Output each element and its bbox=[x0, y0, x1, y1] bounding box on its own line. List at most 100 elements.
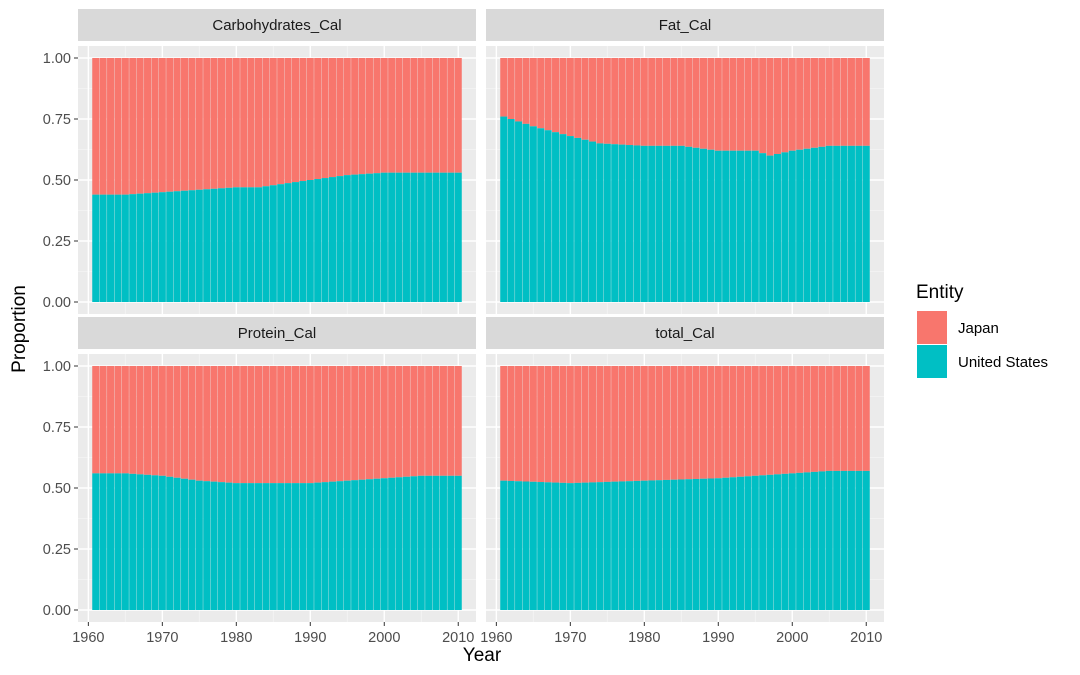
bar-japan bbox=[803, 366, 811, 473]
bar-japan bbox=[766, 58, 774, 156]
bar-japan bbox=[855, 366, 863, 471]
y-tick-label: 0.00 bbox=[43, 603, 71, 619]
bar-united-states bbox=[284, 183, 292, 302]
bar-japan bbox=[744, 366, 752, 477]
bar-united-states bbox=[855, 470, 863, 610]
bar-japan bbox=[603, 366, 611, 482]
bar-japan bbox=[773, 58, 781, 154]
bar-united-states bbox=[581, 139, 589, 302]
bar-united-states bbox=[566, 136, 574, 302]
bar-japan bbox=[107, 58, 115, 195]
bar-united-states bbox=[314, 482, 322, 610]
bar-japan bbox=[232, 58, 240, 188]
bar-japan bbox=[751, 366, 759, 476]
bar-japan bbox=[240, 366, 248, 484]
x-tick-label: 2010 bbox=[442, 630, 474, 646]
bar-united-states bbox=[144, 474, 152, 610]
bar-united-states bbox=[729, 477, 737, 610]
bar-united-states bbox=[529, 481, 537, 610]
bar-japan bbox=[662, 58, 671, 146]
bar-united-states bbox=[677, 479, 685, 610]
bar-japan bbox=[566, 366, 574, 484]
bar-japan bbox=[736, 58, 744, 151]
bar-japan bbox=[833, 366, 841, 471]
bar-japan bbox=[365, 366, 373, 480]
bar-united-states bbox=[158, 475, 166, 610]
bar-united-states bbox=[840, 145, 848, 302]
bar-japan bbox=[144, 366, 152, 475]
bar-japan bbox=[92, 366, 100, 474]
bar-japan bbox=[351, 366, 359, 481]
bar-japan bbox=[343, 366, 351, 481]
bar-japan bbox=[581, 58, 589, 140]
bar-japan bbox=[722, 58, 730, 151]
bar-japan bbox=[507, 58, 515, 119]
bar-united-states bbox=[552, 132, 560, 302]
bar-united-states bbox=[655, 480, 663, 610]
bar-japan bbox=[284, 58, 292, 184]
bar-united-states bbox=[129, 473, 137, 610]
bar-united-states bbox=[722, 150, 730, 302]
bar-united-states bbox=[114, 194, 122, 302]
bar-united-states bbox=[402, 172, 410, 302]
bar-japan bbox=[277, 58, 285, 185]
bar-united-states bbox=[195, 480, 203, 610]
bar-japan bbox=[410, 58, 418, 173]
bar-united-states bbox=[454, 475, 462, 610]
bar-united-states bbox=[574, 482, 582, 610]
bar-japan bbox=[781, 58, 789, 153]
y-tick-label: 0.75 bbox=[43, 112, 71, 128]
bar-united-states bbox=[351, 174, 359, 302]
bar-japan bbox=[751, 58, 759, 151]
bar-japan bbox=[321, 366, 329, 483]
bar-united-states bbox=[685, 479, 693, 610]
bar-japan bbox=[655, 366, 663, 481]
bar-united-states bbox=[188, 479, 196, 610]
bar-united-states bbox=[685, 146, 693, 302]
bar-united-states bbox=[537, 482, 545, 610]
bar-united-states bbox=[454, 172, 462, 302]
bar-japan bbox=[626, 366, 634, 482]
bar-japan bbox=[306, 366, 314, 484]
bar-japan bbox=[328, 58, 336, 178]
bar-united-states bbox=[166, 476, 174, 610]
bar-united-states bbox=[662, 145, 671, 302]
legend-swatch-japan bbox=[917, 311, 947, 344]
bar-united-states bbox=[365, 173, 373, 302]
bar-united-states bbox=[692, 147, 700, 302]
bar-japan bbox=[522, 58, 530, 124]
bar-japan bbox=[744, 58, 752, 151]
bar-japan bbox=[365, 58, 373, 174]
bar-japan bbox=[269, 58, 277, 186]
bar-japan bbox=[818, 58, 826, 147]
bar-united-states bbox=[788, 150, 796, 302]
bar-united-states bbox=[321, 482, 329, 610]
bar-united-states bbox=[173, 477, 181, 610]
bar-united-states bbox=[648, 480, 656, 610]
bar-united-states bbox=[862, 470, 870, 610]
legend-title: Entity bbox=[916, 282, 964, 303]
bar-united-states bbox=[373, 173, 381, 302]
bar-united-states bbox=[552, 482, 560, 610]
bar-united-states bbox=[618, 144, 626, 302]
bar-japan bbox=[640, 58, 648, 146]
bar-united-states bbox=[847, 470, 855, 610]
bar-united-states bbox=[707, 149, 715, 302]
bar-united-states bbox=[284, 483, 292, 610]
bar-japan bbox=[151, 366, 159, 476]
x-tick-label: 2000 bbox=[776, 630, 808, 646]
bar-united-states bbox=[810, 471, 818, 610]
bar-japan bbox=[402, 58, 410, 173]
y-tick-label: 0.50 bbox=[43, 481, 71, 497]
bar-japan bbox=[447, 58, 455, 173]
bar-united-states bbox=[589, 141, 597, 302]
bar-united-states bbox=[321, 178, 329, 302]
bar-united-states bbox=[670, 145, 678, 302]
bar-united-states bbox=[833, 470, 841, 610]
bar-japan bbox=[581, 366, 589, 483]
bar-united-states bbox=[158, 192, 166, 302]
bar-japan bbox=[358, 366, 366, 480]
bar-united-states bbox=[195, 189, 203, 302]
bar-united-states bbox=[181, 190, 189, 302]
bar-japan bbox=[699, 366, 708, 479]
